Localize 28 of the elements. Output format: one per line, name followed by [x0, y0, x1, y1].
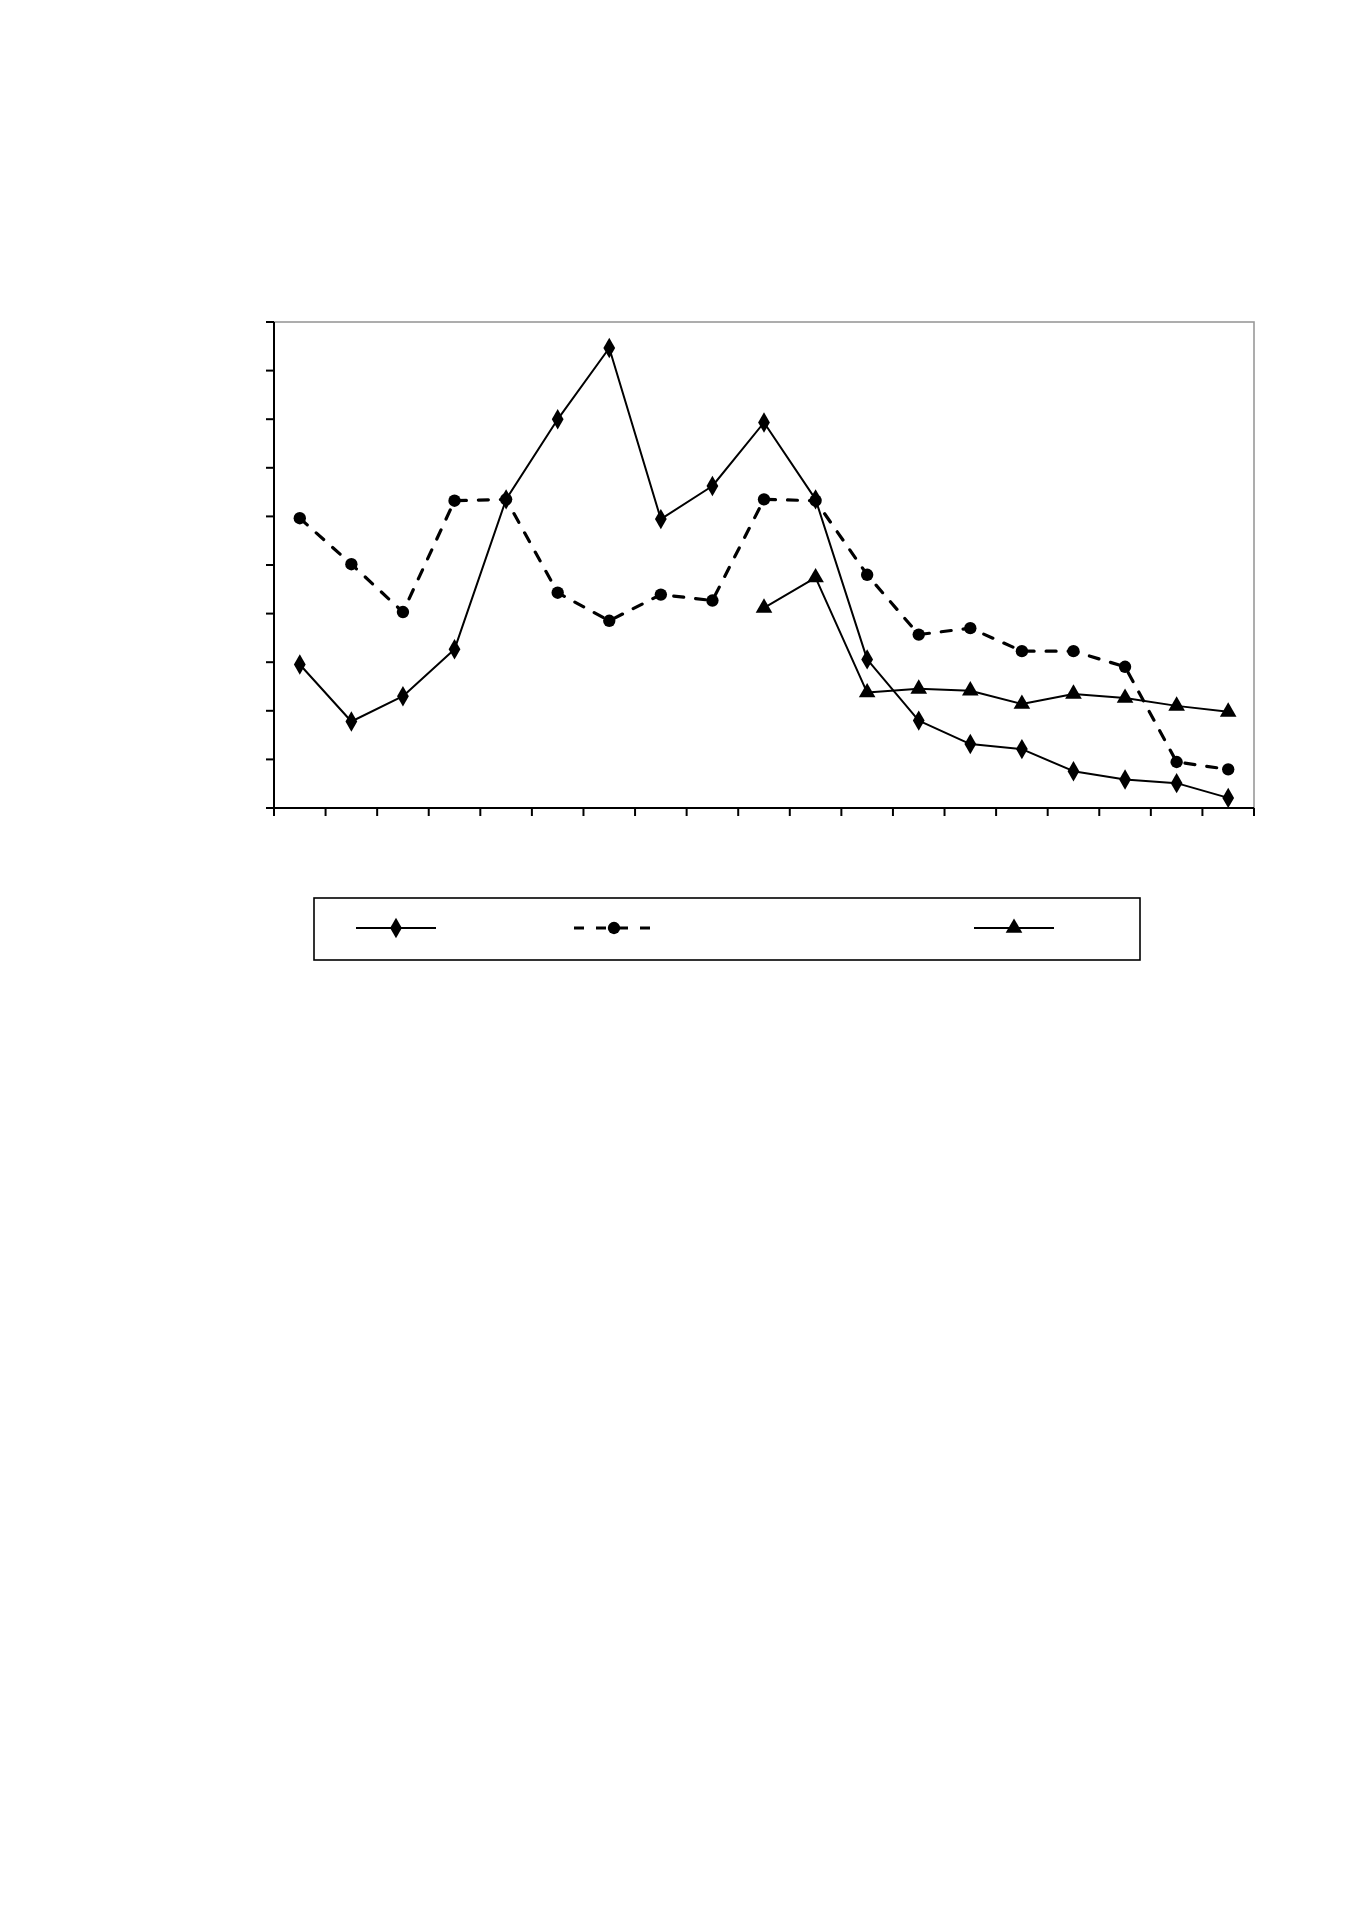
point — [603, 614, 616, 627]
point — [448, 494, 461, 507]
point — [1219, 702, 1237, 717]
point — [964, 621, 977, 635]
point — [757, 493, 771, 506]
point — [912, 628, 925, 641]
point — [1065, 684, 1082, 699]
point — [961, 681, 979, 696]
point — [551, 586, 564, 599]
point — [1168, 696, 1185, 711]
point — [1222, 763, 1235, 776]
point — [755, 598, 773, 613]
point — [293, 512, 306, 525]
point — [1013, 694, 1031, 709]
point — [1170, 755, 1183, 769]
point — [706, 594, 719, 607]
point — [1118, 660, 1132, 673]
point — [1067, 644, 1080, 658]
point — [396, 605, 410, 619]
point — [809, 494, 822, 507]
point — [858, 682, 876, 698]
point — [1015, 644, 1029, 658]
point — [860, 568, 874, 581]
point — [910, 679, 928, 694]
point — [345, 558, 358, 571]
point — [807, 567, 824, 583]
point — [654, 588, 668, 601]
point — [1116, 688, 1134, 703]
